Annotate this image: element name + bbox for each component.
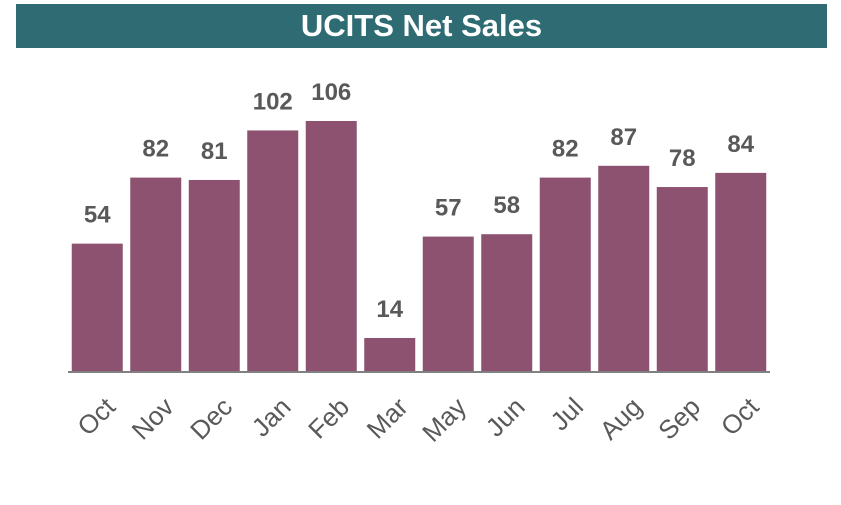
bar-may-6 <box>422 236 474 371</box>
chart-title-bar: UCITS Net Sales <box>16 4 827 48</box>
bar-jun-7 <box>481 234 533 371</box>
x-tick-label-8: Jul <box>544 392 589 437</box>
data-label-2: 81 <box>201 138 228 165</box>
bar-sep-10 <box>656 187 708 371</box>
x-tick-label-5: Mar <box>361 391 414 444</box>
bar-oct-0 <box>71 243 123 371</box>
bar-jan-3 <box>247 130 299 371</box>
x-tick-labels-group: Oct Nov Dec Jan Feb Mar May Jun Jul Aug Sep Oct <box>71 391 765 447</box>
bar-dec-2 <box>188 179 240 371</box>
chart-title: UCITS Net Sales <box>300 8 543 43</box>
data-label-5: 14 <box>376 296 403 323</box>
bar-mar-5 <box>364 337 416 371</box>
data-label-3: 102 <box>253 88 293 115</box>
data-label-4: 106 <box>311 79 351 106</box>
x-tick-label-2: Dec <box>184 392 238 446</box>
x-tick-label-7: Jun <box>480 392 531 443</box>
data-label-1: 82 <box>142 136 169 163</box>
bar-aug-9 <box>598 165 650 371</box>
x-tick-label-11: Oct <box>715 391 765 441</box>
data-label-9: 87 <box>610 124 637 151</box>
data-label-10: 78 <box>669 145 696 172</box>
data-label-11: 84 <box>727 131 754 158</box>
bar-feb-4 <box>305 121 357 371</box>
bar-oct-11 <box>715 172 767 371</box>
bar-nov-1 <box>130 177 182 371</box>
data-labels-group: 54 82 81 102 106 14 57 58 82 87 78 84 <box>84 79 755 323</box>
data-label-8: 82 <box>552 136 579 163</box>
x-tick-label-10: Sep <box>652 392 706 446</box>
bar-jul-8 <box>539 177 591 371</box>
x-tick-label-4: Feb <box>302 392 355 445</box>
data-label-7: 58 <box>493 192 520 219</box>
x-tick-label-3: Jan <box>246 392 297 443</box>
data-label-0: 54 <box>84 202 111 229</box>
bars-group <box>71 121 767 371</box>
x-tick-label-1: Nov <box>126 392 180 446</box>
x-tick-label-0: Oct <box>71 391 121 441</box>
x-tick-label-6: May <box>416 392 472 448</box>
x-tick-label-9: Aug <box>594 392 648 446</box>
data-label-6: 57 <box>435 195 462 222</box>
